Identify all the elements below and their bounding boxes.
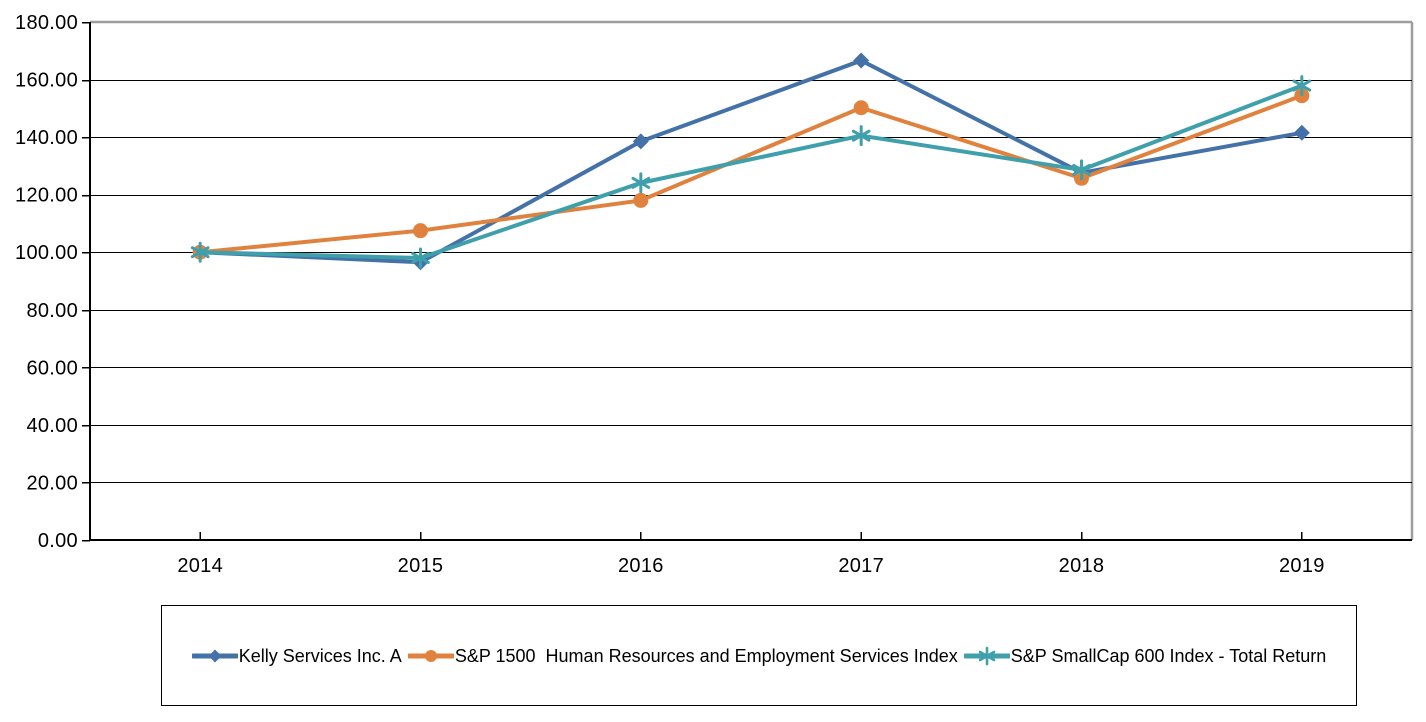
series-line — [198, 83, 1304, 260]
data-point-marker-circle — [853, 100, 869, 116]
asterisk-spoke — [190, 246, 210, 259]
data-point-marker-diamond — [853, 52, 870, 69]
data-point-marker-asterisk — [851, 125, 871, 147]
data-point-marker-asterisk — [411, 247, 430, 269]
y-axis-label: 40.00 — [26, 415, 78, 437]
legend-item-1: S&P 1500 Human Resources and Employment … — [407, 645, 958, 666]
data-point-marker-asterisk — [631, 172, 651, 194]
asterisk-spoke — [411, 251, 430, 264]
x-axis-label: 2017 — [838, 555, 884, 577]
y-axis-label: 60.00 — [26, 357, 78, 379]
x-axis-label: 2016 — [618, 555, 664, 577]
data-point-marker-asterisk — [978, 646, 996, 665]
series-line — [198, 93, 1304, 255]
data-point-marker-circle — [424, 649, 437, 662]
y-axis-label: 20.00 — [26, 472, 78, 494]
x-axis-label: 2018 — [1059, 555, 1105, 577]
asterisk-spoke — [1292, 79, 1312, 92]
asterisk-spoke — [978, 650, 996, 661]
legend-label: S&P 1500 Human Resources and Employment … — [454, 645, 958, 666]
data-point-marker-circle — [413, 223, 428, 239]
data-point-marker-circle — [633, 192, 649, 208]
x-axis-label: 2015 — [398, 555, 444, 577]
legend-sample-line — [407, 649, 454, 662]
y-axis-label: 140.00 — [15, 127, 78, 149]
data-point-marker-asterisk — [1292, 75, 1312, 97]
series-line — [198, 58, 1304, 265]
legend-sample-line — [191, 649, 238, 662]
y-axis-label: 180.00 — [15, 12, 78, 34]
y-axis-label: 100.00 — [15, 242, 78, 264]
legend-label: Kelly Services Inc. A — [238, 645, 402, 666]
asterisk-spoke — [1072, 163, 1091, 176]
data-point-marker-asterisk — [1072, 159, 1091, 181]
y-axis-label: 120.00 — [15, 185, 78, 207]
x-axis-label: 2019 — [1279, 555, 1325, 577]
legend-label: S&P SmallCap 600 Index - Total Return — [1010, 645, 1327, 666]
asterisk-spoke — [851, 129, 871, 142]
series-1 — [192, 88, 1310, 260]
series-2 — [190, 75, 1312, 269]
y-axis-label: 80.00 — [26, 300, 78, 322]
asterisk-spoke — [631, 176, 651, 189]
data-point-marker-asterisk — [190, 241, 210, 263]
data-point-marker-diamond — [632, 133, 649, 150]
legend-item-0: Kelly Services Inc. A — [191, 645, 402, 666]
data-point-marker-diamond — [1293, 124, 1310, 141]
y-axis-label: 0.00 — [38, 530, 78, 552]
legend-item-2: S&P SmallCap 600 Index - Total Return — [963, 645, 1327, 666]
data-point-marker-diamond — [208, 649, 222, 662]
x-axis-label: 2014 — [177, 555, 223, 577]
chart-legend: Kelly Services Inc. A S&P 1500 Human Reso… — [161, 605, 1357, 706]
legend-sample-line — [963, 646, 1010, 665]
y-axis-label: 160.00 — [15, 70, 78, 92]
